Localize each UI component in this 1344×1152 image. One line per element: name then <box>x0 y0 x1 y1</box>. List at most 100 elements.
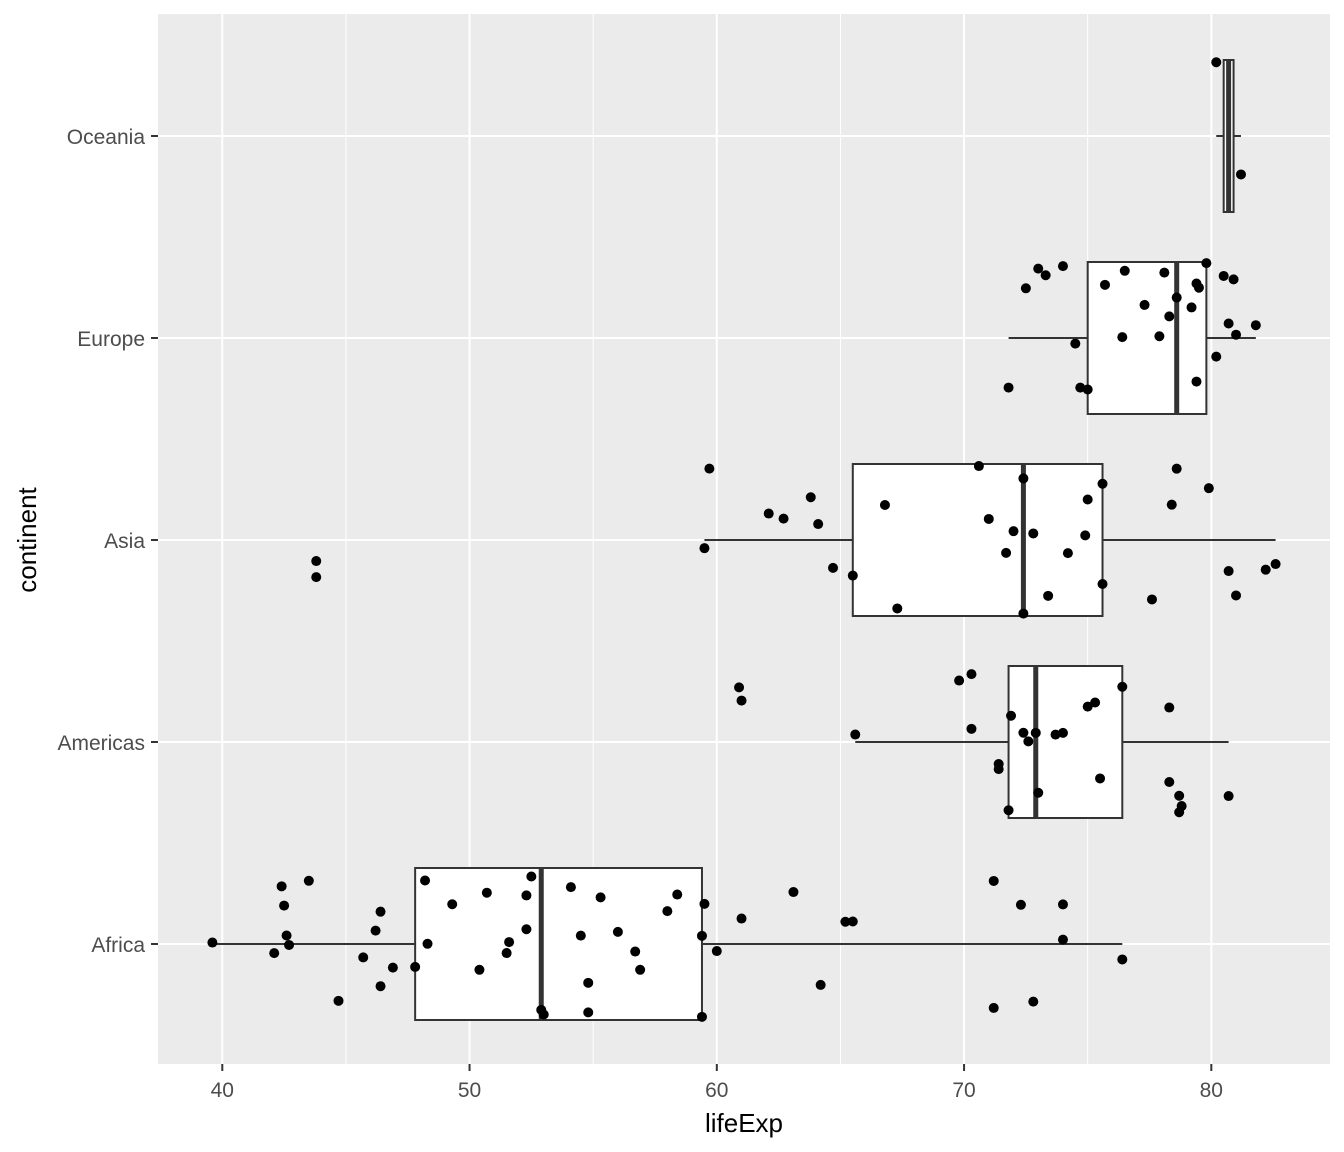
y-axis-title: continent <box>12 486 42 592</box>
data-point <box>1250 320 1261 331</box>
data-point <box>1174 790 1185 801</box>
data-point <box>1099 279 1110 290</box>
y-tick-label: Africa <box>91 934 145 957</box>
data-point <box>1117 681 1128 692</box>
y-tick-label: Asia <box>104 530 145 553</box>
data-point <box>387 962 398 973</box>
data-point <box>1040 270 1051 281</box>
data-point <box>630 946 641 957</box>
x-tick-label: 70 <box>952 1079 975 1102</box>
y-tick-label: Americas <box>57 732 145 755</box>
data-point <box>583 977 594 988</box>
data-point <box>1057 727 1068 738</box>
data-point <box>1097 578 1108 589</box>
data-point <box>447 899 458 910</box>
data-point <box>1082 701 1093 712</box>
data-point <box>1001 547 1012 558</box>
data-point <box>1171 463 1182 474</box>
data-point <box>1003 805 1014 816</box>
data-point <box>1260 564 1271 575</box>
data-point <box>410 961 421 972</box>
data-point <box>1095 773 1106 784</box>
data-point <box>1270 559 1281 570</box>
data-point <box>778 513 789 524</box>
data-point <box>736 695 747 706</box>
data-point <box>1006 710 1017 721</box>
box-iqr <box>414 867 703 1021</box>
data-point <box>1033 263 1044 274</box>
data-point <box>1223 566 1234 577</box>
data-point <box>635 964 646 975</box>
data-point <box>526 871 537 882</box>
data-point <box>1057 934 1068 945</box>
data-point <box>1164 311 1175 322</box>
data-point <box>699 543 710 554</box>
data-point <box>279 900 290 911</box>
box-iqr <box>851 463 1104 617</box>
data-point <box>988 1002 999 1013</box>
data-point <box>988 875 999 886</box>
data-point <box>207 937 218 948</box>
data-point <box>1228 274 1239 285</box>
data-point <box>281 930 292 941</box>
data-point <box>828 562 839 573</box>
data-point <box>954 675 965 686</box>
data-point <box>575 930 586 941</box>
data-point <box>1117 954 1128 965</box>
data-point <box>879 500 890 511</box>
box-africa <box>212 867 1123 1021</box>
data-point <box>612 926 623 937</box>
data-point <box>1082 384 1093 395</box>
data-point <box>284 939 295 950</box>
box-oceania <box>1216 59 1241 213</box>
y-tick-label: Oceania <box>67 126 146 149</box>
data-point <box>1193 282 1204 293</box>
data-point <box>1097 478 1108 489</box>
data-point <box>1203 483 1214 494</box>
data-point <box>1082 494 1093 505</box>
data-point <box>1211 351 1222 362</box>
data-point <box>565 882 576 893</box>
data-point <box>420 875 431 886</box>
data-point <box>696 1011 707 1022</box>
data-point <box>521 924 532 935</box>
data-point <box>736 913 747 924</box>
data-point <box>763 508 774 519</box>
data-point <box>1057 899 1068 910</box>
data-point <box>696 930 707 941</box>
data-point <box>1028 996 1039 1007</box>
data-point <box>311 556 322 567</box>
data-point <box>850 729 861 740</box>
data-point <box>1020 283 1031 294</box>
data-point <box>1164 776 1175 787</box>
data-point <box>1146 594 1157 605</box>
data-point <box>1018 727 1029 738</box>
data-point <box>333 995 344 1006</box>
data-point <box>892 603 903 614</box>
x-tick-label: 50 <box>458 1079 481 1102</box>
data-point <box>1018 473 1029 484</box>
data-point <box>662 906 673 917</box>
data-point <box>375 981 386 992</box>
data-point <box>973 461 984 472</box>
data-point <box>504 937 515 948</box>
data-point <box>1015 899 1026 910</box>
data-point <box>711 946 722 957</box>
data-point <box>1223 791 1234 802</box>
data-point <box>672 889 683 900</box>
data-point <box>1176 801 1187 812</box>
data-point <box>583 1007 594 1018</box>
data-point <box>1171 292 1182 303</box>
data-point <box>1080 530 1091 541</box>
data-point <box>375 906 386 917</box>
data-point <box>1057 261 1068 272</box>
data-point <box>966 669 977 680</box>
data-point <box>1070 338 1081 349</box>
data-point <box>1231 590 1242 601</box>
data-point <box>1139 299 1150 310</box>
data-point <box>966 723 977 734</box>
data-point <box>1211 57 1222 68</box>
data-point <box>422 938 433 949</box>
data-point <box>1223 318 1234 329</box>
